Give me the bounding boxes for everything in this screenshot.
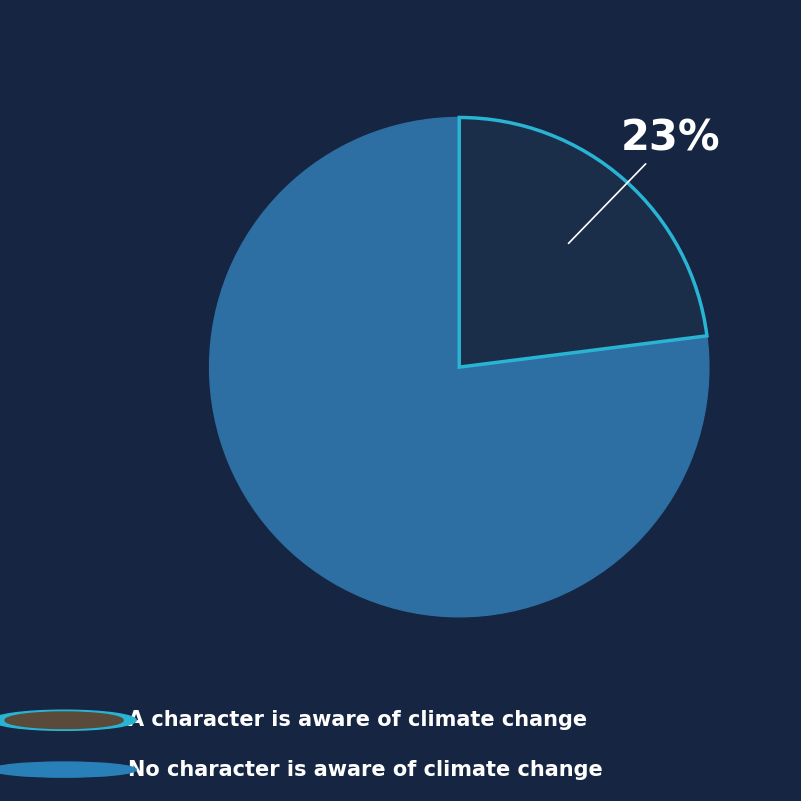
Circle shape	[0, 710, 136, 731]
Wedge shape	[459, 118, 707, 367]
Wedge shape	[210, 118, 709, 617]
Text: A character is aware of climate change: A character is aware of climate change	[128, 710, 587, 731]
Ellipse shape	[0, 762, 136, 777]
Circle shape	[5, 712, 123, 729]
Text: 23%: 23%	[569, 117, 721, 244]
Text: No character is aware of climate change: No character is aware of climate change	[128, 759, 603, 779]
